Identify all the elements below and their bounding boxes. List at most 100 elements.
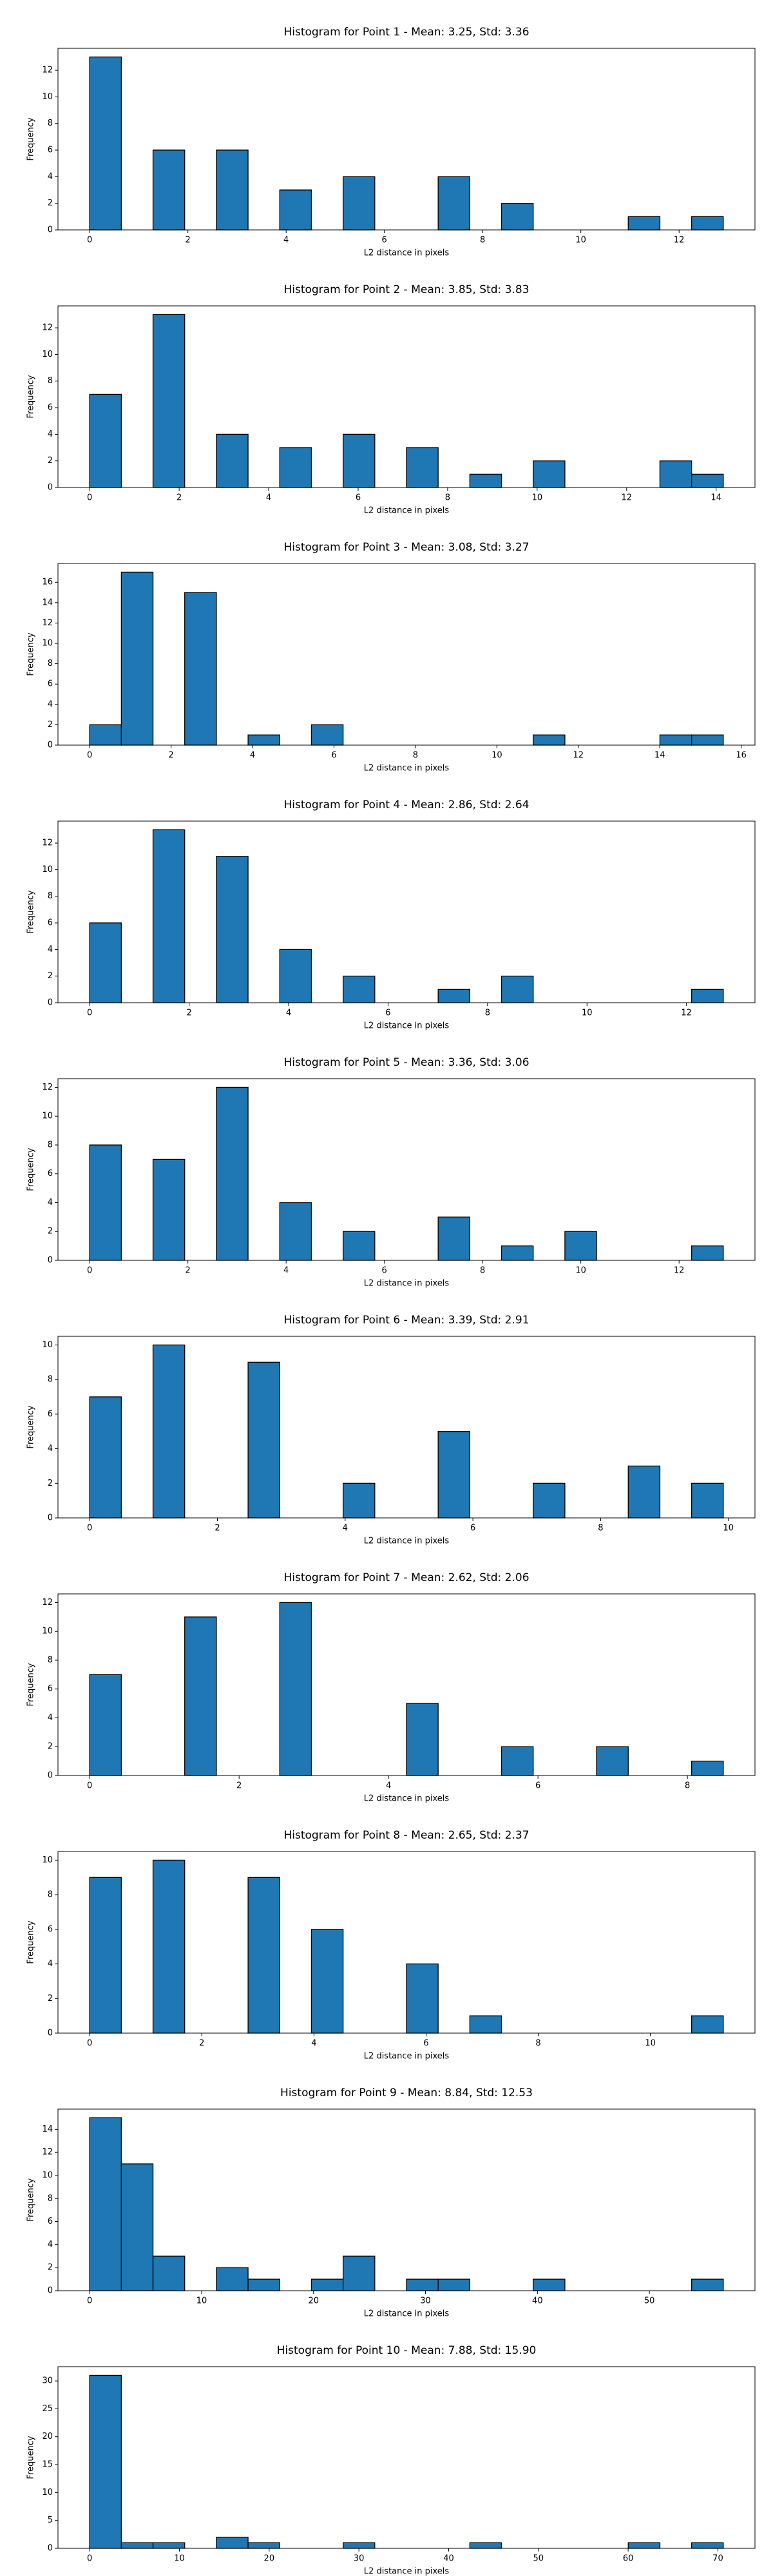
- bar: [216, 433, 249, 488]
- bar: [691, 2542, 724, 2549]
- y-tick-label: 12: [42, 618, 53, 628]
- histogram-panel: Histogram for Point 7 - Mean: 2.62, Std:…: [26, 1571, 756, 1804]
- y-tick-label: 8: [48, 1655, 53, 1665]
- x-tick-label: 40: [532, 2297, 543, 2306]
- y-tick-label: 10: [42, 2488, 53, 2497]
- x-axis-label: L2 distance in pixels: [364, 1279, 450, 1289]
- x-tick-label: 8: [685, 1781, 690, 1791]
- bar: [627, 1465, 661, 1519]
- y-tick-label: 2: [48, 720, 53, 730]
- x-tick-label: 8: [485, 1009, 490, 1018]
- bar: [310, 2278, 344, 2291]
- y-tick-label: 0: [48, 1256, 53, 1265]
- bar: [659, 460, 692, 488]
- bar: [310, 724, 344, 746]
- chart-title: Histogram for Point 9 - Mean: 8.84, Std:…: [280, 2087, 533, 2099]
- y-tick-label: 10: [42, 350, 53, 359]
- chart-title: Histogram for Point 4 - Mean: 2.86, Std:…: [283, 799, 529, 811]
- x-tick-label: 2: [215, 1524, 220, 1533]
- y-tick-label: 10: [42, 1855, 53, 1865]
- bar: [691, 2015, 724, 2034]
- x-axis-label: L2 distance in pixels: [364, 2567, 450, 2576]
- chart-title: Histogram for Point 3 - Mean: 3.08, Std:…: [283, 541, 529, 554]
- y-tick-label: 6: [48, 403, 53, 413]
- chart-title: Histogram for Point 1 - Mean: 3.25, Std:…: [283, 26, 529, 39]
- x-tick-label: 2: [186, 1266, 191, 1276]
- y-tick-label: 6: [48, 918, 53, 928]
- bar: [691, 989, 724, 1003]
- bar: [247, 2278, 280, 2291]
- y-tick-label: 8: [48, 2193, 53, 2203]
- bar: [152, 314, 186, 488]
- bar: [437, 1431, 471, 1519]
- chart-title: Histogram for Point 10 - Mean: 7.88, Std…: [277, 2344, 537, 2357]
- bar: [501, 1245, 534, 1261]
- chart-title: Histogram for Point 7 - Mean: 2.62, Std:…: [283, 1571, 529, 1584]
- bar: [152, 2542, 186, 2549]
- y-tick-label: 2: [48, 456, 53, 466]
- x-tick-label: 10: [174, 2554, 185, 2564]
- y-tick-label: 14: [42, 2125, 53, 2134]
- bar: [89, 393, 122, 488]
- bar: [342, 176, 376, 231]
- bar: [342, 433, 376, 488]
- chart-title: Histogram for Point 5 - Mean: 3.36, Std:…: [283, 1056, 529, 1069]
- bar: [627, 216, 661, 231]
- x-tick-label: 10: [196, 2297, 207, 2306]
- axes-frame: [57, 1336, 756, 1519]
- bar: [279, 189, 312, 231]
- y-tick-label: 10: [42, 2170, 53, 2180]
- x-tick-label: 4: [283, 1266, 289, 1276]
- x-tick-label: 0: [87, 1009, 92, 1018]
- bar: [627, 2542, 661, 2549]
- y-tick-label: 30: [42, 2376, 53, 2386]
- bar: [406, 1963, 439, 2034]
- bar: [501, 203, 534, 231]
- x-tick-label: 10: [582, 1009, 593, 1018]
- x-axis-label: L2 distance in pixels: [364, 1794, 450, 1804]
- bar: [279, 1202, 312, 1261]
- x-tick-label: 6: [382, 236, 387, 245]
- y-tick-label: 12: [42, 323, 53, 333]
- x-tick-label: 6: [423, 2039, 428, 2049]
- bar: [89, 56, 122, 231]
- bar: [89, 922, 122, 1003]
- bar: [469, 473, 502, 488]
- axes-frame: [57, 305, 756, 488]
- bar: [691, 1245, 724, 1261]
- x-axis-label: L2 distance in pixels: [364, 2309, 450, 2319]
- y-tick-label: 4: [48, 699, 53, 709]
- bar: [89, 1877, 122, 2034]
- y-tick-label: 6: [48, 679, 53, 689]
- y-axis-label: Frequency: [26, 1405, 36, 1448]
- bar: [120, 2542, 154, 2549]
- bar: [437, 2278, 471, 2291]
- y-tick-label: 10: [42, 1340, 53, 1350]
- x-tick-label: 2: [199, 2039, 204, 2049]
- x-tick-label: 4: [343, 1524, 348, 1533]
- y-tick-label: 0: [48, 741, 53, 750]
- y-tick-label: 20: [42, 2432, 53, 2441]
- y-tick-label: 0: [48, 2544, 53, 2553]
- x-tick-label: 0: [87, 1524, 92, 1533]
- y-tick-label: 8: [48, 1375, 53, 1385]
- y-axis-label: Frequency: [26, 1148, 36, 1191]
- y-tick-label: 8: [48, 1890, 53, 1900]
- y-tick-label: 4: [48, 945, 53, 954]
- bar: [89, 2374, 122, 2549]
- bar: [279, 1602, 312, 1776]
- x-tick-label: 12: [621, 493, 632, 503]
- y-tick-label: 8: [48, 1140, 53, 1150]
- y-tick-label: 6: [48, 1409, 53, 1419]
- bar: [184, 592, 217, 746]
- chart-title: Histogram for Point 2 - Mean: 3.85, Std:…: [283, 283, 529, 296]
- x-tick-label: 0: [87, 2297, 92, 2306]
- x-tick-label: 6: [385, 1009, 390, 1018]
- bar: [342, 1231, 376, 1261]
- y-axis-label: Frequency: [26, 632, 36, 676]
- bar: [89, 1674, 122, 1776]
- bar: [247, 1877, 280, 2034]
- axes-frame: [57, 2366, 756, 2549]
- bar: [152, 1859, 186, 2034]
- bar: [691, 2278, 724, 2291]
